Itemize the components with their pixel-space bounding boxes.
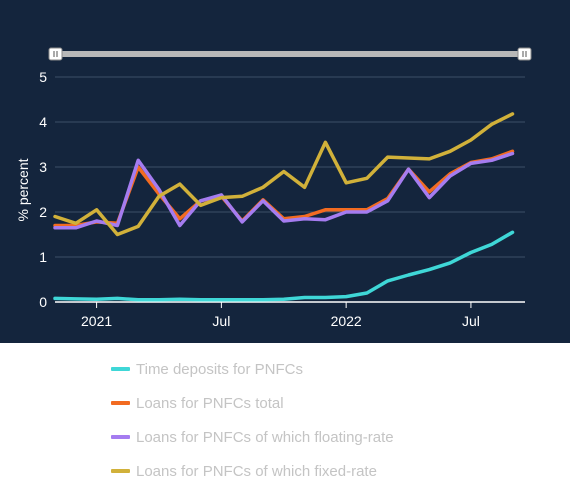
series-line-1[interactable] [53, 230, 515, 302]
navigator-left-handle[interactable] [48, 47, 63, 61]
legend-item[interactable]: Loans for PNFCs of which fixed-rate [111, 454, 551, 488]
series-layer [53, 112, 515, 302]
series-line-2[interactable] [53, 149, 515, 228]
x-axis: 2021 Jul 2022 Jul [81, 302, 480, 329]
chart-panel: 0 1 2 3 4 5 2021 Jul 2022 Jul % percent [0, 0, 570, 343]
legend-swatch [111, 367, 130, 371]
legend-swatch [111, 401, 130, 405]
legend: Time deposits for PNFCs Loans for PNFCs t… [111, 352, 551, 488]
legend-swatch [111, 435, 130, 439]
navigator-right-handle[interactable] [517, 47, 532, 61]
legend-item[interactable]: Time deposits for PNFCs [111, 352, 551, 386]
grid [55, 76, 525, 303]
y-tick-label: 1 [39, 249, 47, 265]
x-tick-label: 2021 [81, 313, 112, 329]
line-chart: 0 1 2 3 4 5 2021 Jul 2022 Jul % percent [15, 47, 532, 329]
y-tick-label: 2 [39, 204, 47, 220]
y-axis: 0 1 2 3 4 5 [39, 69, 47, 310]
y-tick-label: 5 [39, 69, 47, 85]
navigator-track[interactable] [52, 51, 528, 57]
series-line-4[interactable] [53, 112, 515, 237]
y-tick-label: 3 [39, 159, 47, 175]
legend-label: Time deposits for PNFCs [136, 360, 303, 378]
legend-item[interactable]: Loans for PNFCs total [111, 386, 551, 420]
legend-item[interactable]: Loans for PNFCs of which floating-rate [111, 420, 551, 454]
x-tick-label: Jul [212, 313, 230, 329]
y-tick-label: 0 [39, 294, 47, 310]
legend-label: Loans for PNFCs of which floating-rate [136, 428, 394, 446]
legend-label: Loans for PNFCs total [136, 394, 284, 412]
series-line-3[interactable] [53, 151, 515, 230]
x-tick-label: Jul [462, 313, 480, 329]
range-navigator[interactable] [48, 47, 532, 61]
y-tick-label: 4 [39, 114, 47, 130]
legend-swatch [111, 469, 130, 473]
x-tick-label: 2022 [331, 313, 362, 329]
y-axis-title: % percent [15, 158, 31, 221]
legend-label: Loans for PNFCs of which fixed-rate [136, 462, 377, 480]
